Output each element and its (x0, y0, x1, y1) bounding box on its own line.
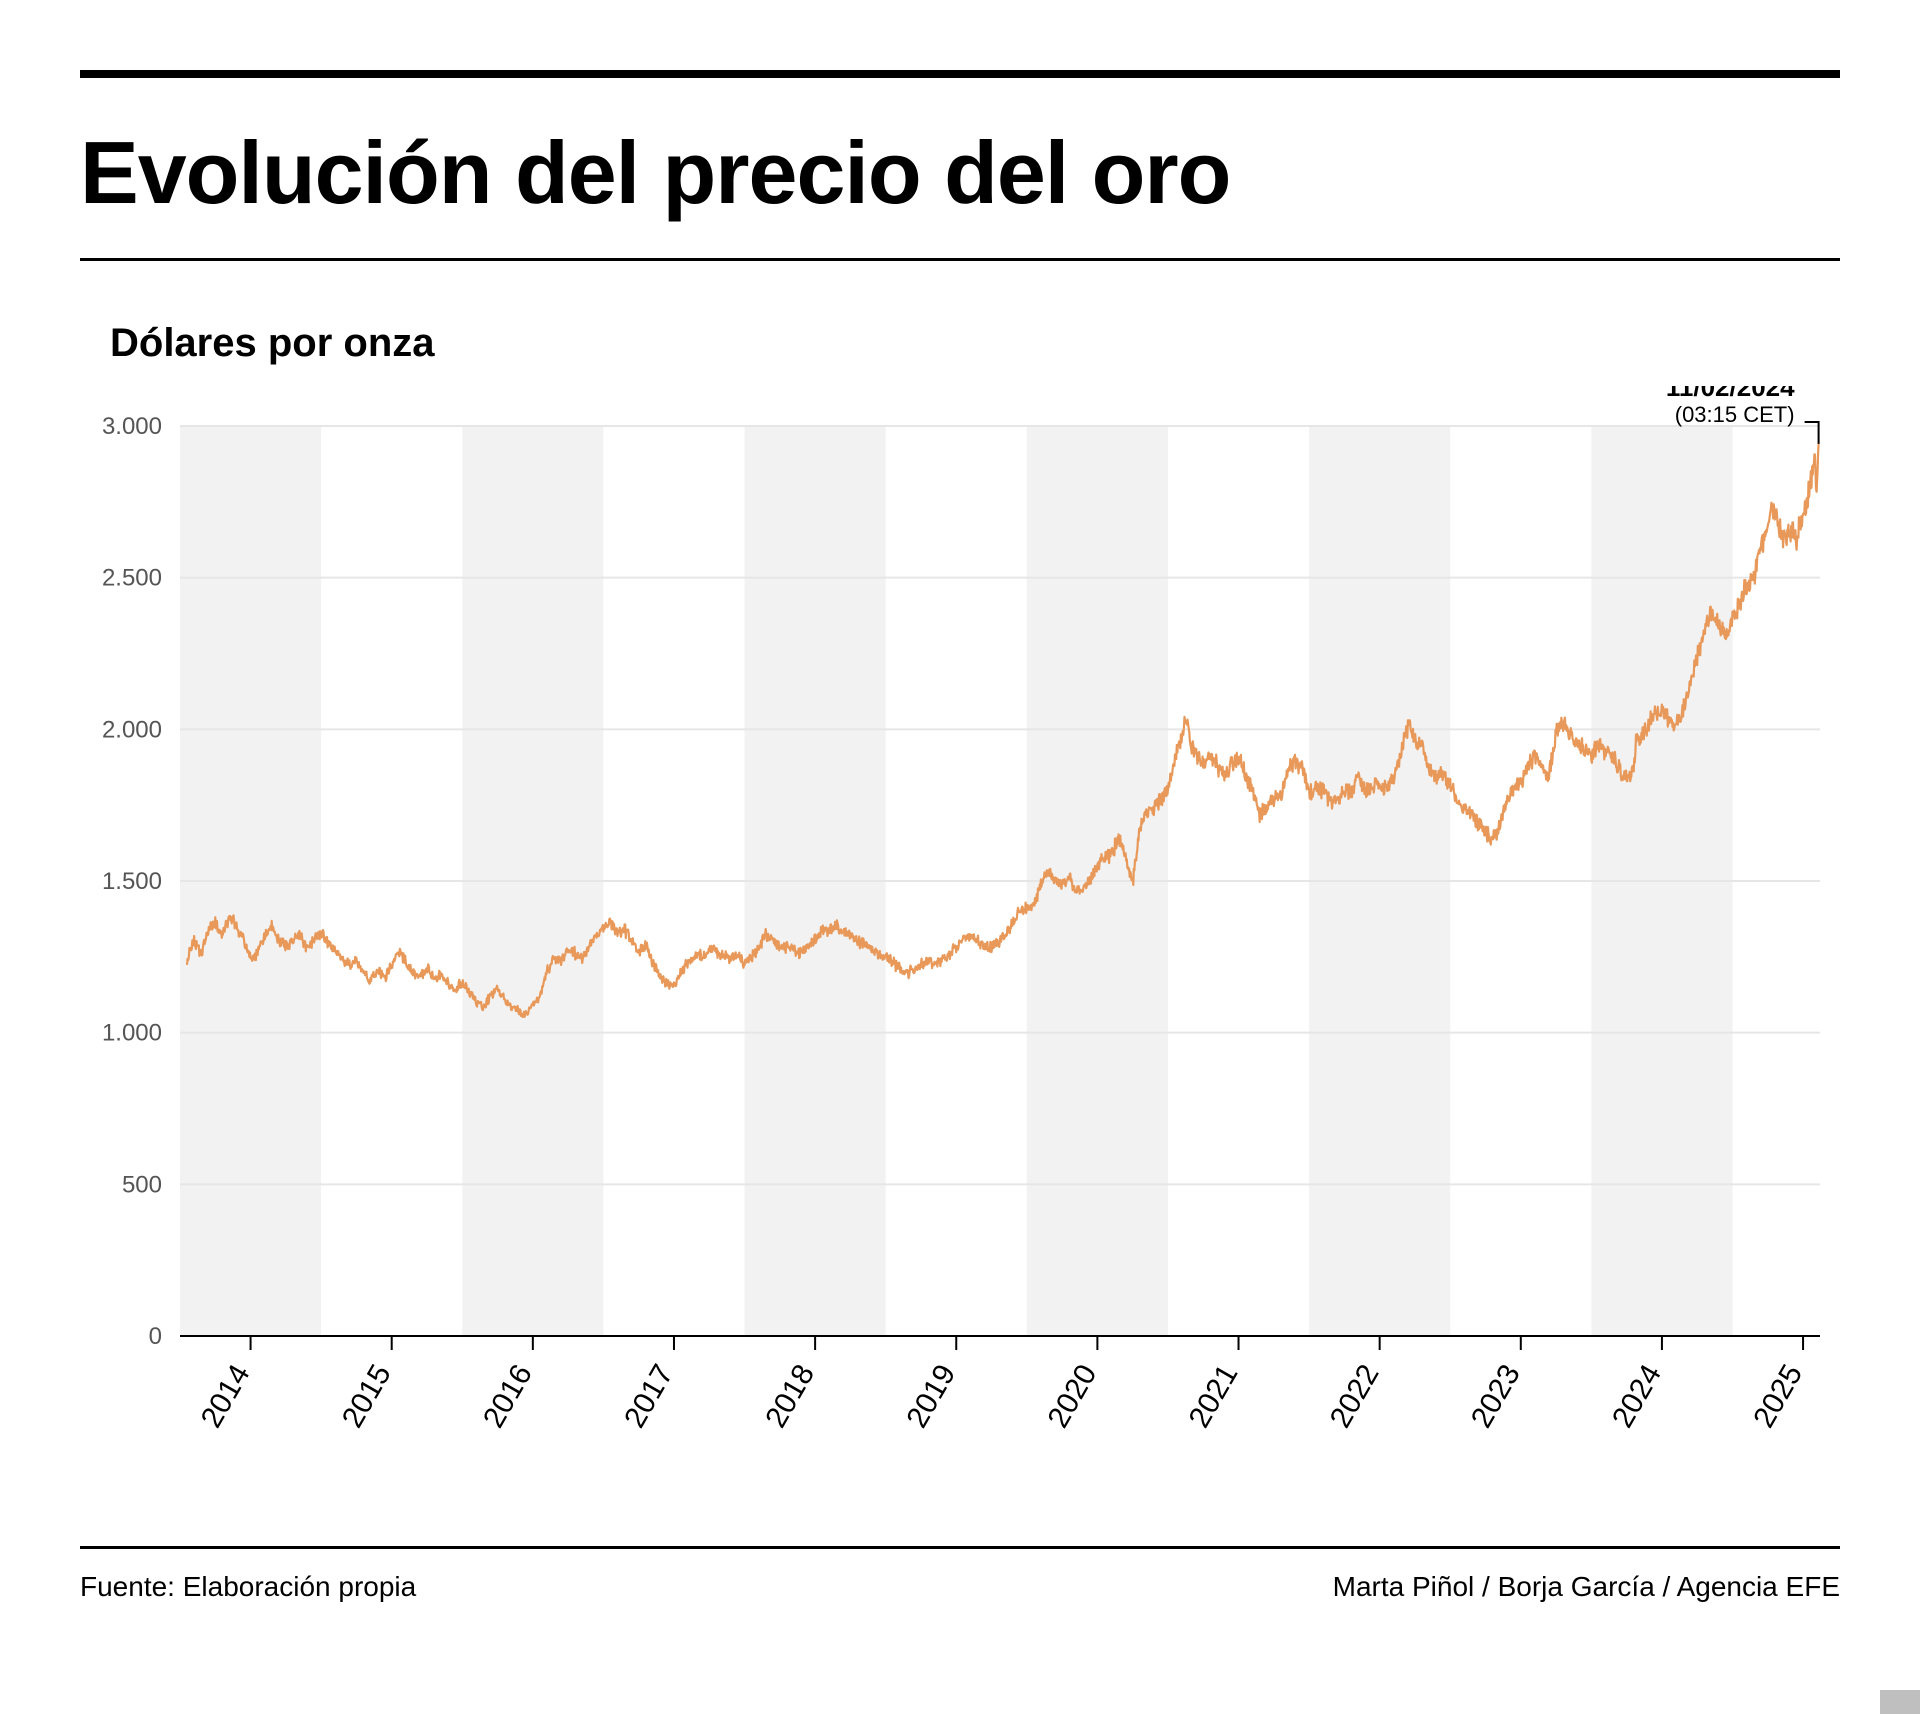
x-tick-label: 2016 (477, 1359, 539, 1433)
chart-title: Evolución del precio del oro (80, 122, 1840, 224)
top-rule (80, 70, 1840, 78)
x-tick-label: 2014 (195, 1359, 257, 1433)
chart-footer: Fuente: Elaboración propia Marta Piñol /… (80, 1549, 1840, 1603)
x-tick-labels: 2014 2015 2016 2017 2018 2019 2020 2021 2022 2023… (195, 1336, 1809, 1433)
annotation-date: 11/02/2024 (1666, 386, 1795, 402)
credits-label: Marta Piñol / Borja García / Agencia EFE (1333, 1571, 1840, 1603)
x-tick-label: 2018 (759, 1359, 821, 1433)
y-tick-label: 500 (122, 1171, 162, 1198)
chart-subtitle: Dólares por onza (110, 321, 1840, 366)
x-tick-label: 2020 (1041, 1359, 1103, 1433)
y-tick-label: 3.000 (102, 413, 162, 440)
y-tick-label: 1.500 (102, 868, 162, 895)
corner-mark (1880, 1690, 1920, 1714)
y-tick-label: 0 (149, 1323, 162, 1350)
x-tick-label: 2015 (336, 1359, 398, 1433)
x-tick-label: 2017 (618, 1359, 680, 1433)
source-label: Fuente: Elaboración propia (80, 1571, 416, 1603)
y-tick-label: 2.500 (102, 565, 162, 592)
line-chart-svg: 05001.0001.5002.0002.5003.00020142015201… (80, 386, 1840, 1506)
price-line (187, 444, 1819, 1017)
annotation-time: (03:15 CET) (1675, 402, 1795, 427)
x-tick-label: 2019 (900, 1359, 962, 1433)
y-tick-labels: 0 500 1.000 1.500 2.000 2.500 3.000 (102, 413, 162, 1350)
y-tick-label: 2.000 (102, 716, 162, 743)
gridlines (180, 426, 1820, 1336)
y-tick-label: 1.000 (102, 1020, 162, 1047)
title-underline (80, 258, 1840, 261)
x-tick-label: 2024 (1606, 1359, 1668, 1433)
x-tick-label: 2021 (1183, 1359, 1245, 1433)
x-tick-label: 2025 (1747, 1359, 1809, 1433)
chart-area: 05001.0001.5002.0002.5003.00020142015201… (80, 386, 1840, 1506)
x-tick-label: 2023 (1465, 1359, 1527, 1433)
x-tick-label: 2022 (1324, 1359, 1386, 1433)
